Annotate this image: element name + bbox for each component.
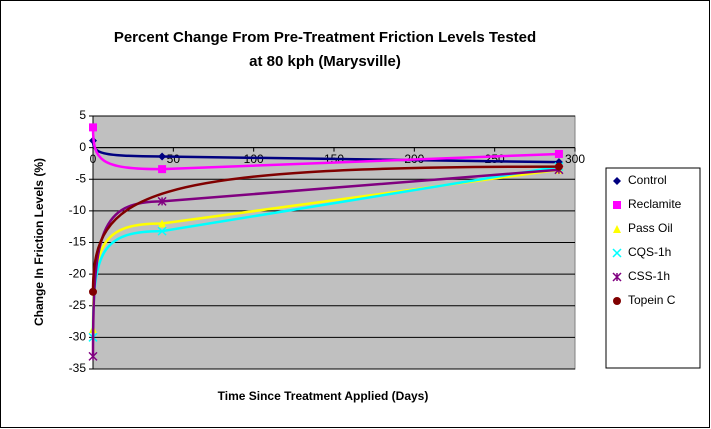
- x-tick-label: 0: [90, 152, 97, 166]
- data-point: [158, 219, 167, 228]
- data-point: [89, 287, 97, 296]
- x-tick-label: 300: [565, 152, 585, 166]
- legend-marker: [613, 225, 621, 233]
- legend-label: Control: [628, 173, 667, 187]
- x-tick-label: 250: [485, 152, 505, 166]
- legend-marker: [613, 177, 621, 185]
- y-tick-label: 5: [79, 108, 86, 122]
- trendline: [91, 165, 559, 292]
- trendline: [91, 168, 560, 357]
- y-axis-title: Change In Friction Levels (%): [32, 158, 46, 326]
- data-point: [158, 165, 167, 174]
- y-tick-label: -15: [69, 235, 87, 249]
- legend: [605, 167, 701, 369]
- chart-subtitle: at 80 kph (Marysville): [249, 53, 401, 70]
- data-point: [157, 226, 167, 236]
- y-tick-label: -25: [69, 298, 87, 312]
- legend-label: Reclamite: [628, 197, 682, 211]
- data-point: [554, 162, 563, 171]
- legend-label: Topein C: [628, 293, 676, 307]
- chart-title: Percent Change From Pre-Treatment Fricti…: [114, 29, 536, 46]
- y-tick-label: -30: [69, 330, 87, 344]
- y-tick-label: -5: [75, 171, 86, 185]
- legend-marker: [613, 201, 621, 209]
- data-point: [157, 196, 167, 206]
- legend-marker: [612, 248, 622, 258]
- legend-marker: [613, 297, 621, 305]
- data-point: [158, 152, 167, 161]
- legend-label: CQS-1h: [628, 245, 671, 259]
- y-tick-label: -10: [69, 203, 87, 217]
- data-point: [554, 149, 563, 158]
- x-axis-title: Time Since Treatment Applied (Days): [218, 389, 429, 403]
- legend-marker: [612, 272, 622, 282]
- data-point: [89, 123, 97, 132]
- y-tick-label: -20: [69, 266, 87, 280]
- y-tick-label: -35: [69, 361, 87, 375]
- y-tick-label: 0: [79, 140, 86, 154]
- x-tick-label: 50: [167, 152, 181, 166]
- data-point: [88, 351, 98, 361]
- trendline: [91, 127, 559, 171]
- legend-label: Pass Oil: [628, 221, 673, 235]
- legend-label: CSS-1h: [628, 269, 670, 283]
